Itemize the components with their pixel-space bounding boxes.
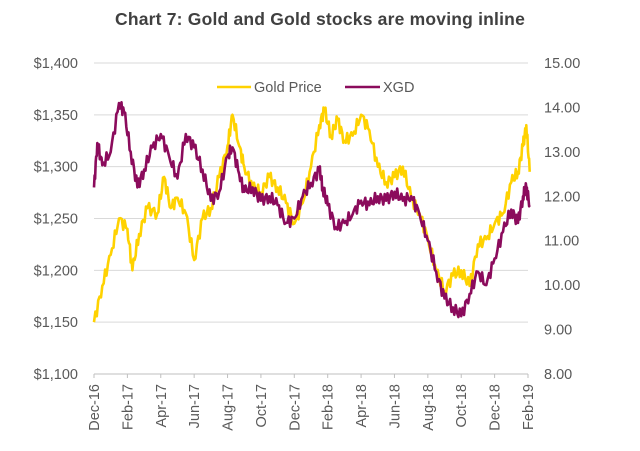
series-lines: [92, 101, 531, 323]
x-tick-label: Aug-17: [221, 384, 237, 431]
left-y-tick-label: $1,250: [34, 212, 78, 228]
right-y-axis: 8.00 9.00 10.00 11.00 12.00 13.00 14.00 15.00: [544, 56, 580, 383]
x-tick-label: Feb-19: [521, 384, 537, 430]
left-y-tick-label: $1,400: [34, 56, 78, 72]
right-y-tick-label: 10.00: [544, 278, 580, 294]
x-tick-label: Oct-17: [254, 384, 270, 428]
x-tick-label: Jun-17: [187, 384, 203, 428]
right-y-tick-label: 9.00: [544, 323, 572, 339]
right-y-tick-label: 12.00: [544, 189, 580, 205]
x-axis: Dec-16 Feb-17 Apr-17 Jun-17 Aug-17 Oct-17 Dec-…: [87, 373, 537, 431]
x-tick-label: Apr-17: [154, 384, 170, 428]
x-tick-label: Dec-18: [488, 384, 504, 431]
x-tick-label: Jun-18: [387, 384, 403, 428]
right-y-tick-label: 8.00: [544, 367, 572, 383]
right-y-tick-label: 13.00: [544, 145, 580, 161]
series-line-gold-price: [92, 106, 531, 323]
x-tick-label: Apr-18: [354, 384, 370, 428]
x-tick-label: Feb-18: [321, 384, 337, 430]
left-y-tick-label: $1,350: [34, 108, 78, 124]
series-line-xgd: [92, 101, 531, 319]
right-y-tick-label: 15.00: [544, 56, 580, 72]
left-y-tick-label: $1,200: [34, 263, 78, 279]
left-y-axis: $1,100 $1,150 $1,200 $1,250 $1,300 $1,350 $1,4…: [34, 56, 78, 383]
left-y-tick-label: $1,100: [34, 367, 78, 383]
left-y-tick-label: $1,300: [34, 160, 78, 176]
gridlines: [94, 62, 528, 323]
legend: Gold Price XGD: [217, 80, 414, 96]
x-tick-label: Dec-16: [87, 384, 103, 431]
x-tick-label: Feb-17: [120, 384, 136, 430]
right-y-tick-label: 11.00: [544, 234, 579, 250]
x-tick-label: Dec-17: [287, 384, 303, 431]
x-tick-label: Aug-18: [421, 384, 437, 431]
x-tick-label: Oct-18: [454, 384, 470, 428]
right-y-tick-label: 14.00: [544, 100, 580, 116]
chart-title: Chart 7: Gold and Gold stocks are moving…: [114, 9, 526, 29]
legend-label-gold-price: Gold Price: [254, 80, 322, 96]
legend-label-xgd: XGD: [383, 80, 414, 96]
left-y-tick-label: $1,150: [34, 315, 78, 331]
